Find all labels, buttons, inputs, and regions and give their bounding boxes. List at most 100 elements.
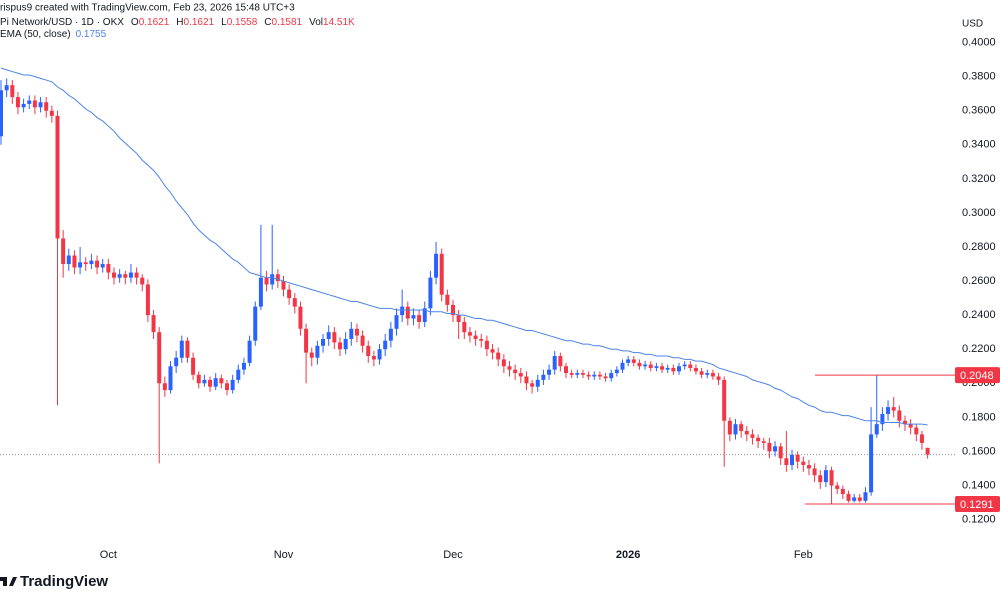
candle-body bbox=[315, 345, 320, 358]
candle-body bbox=[722, 379, 727, 421]
y-tick-label: 0.2200 bbox=[962, 343, 996, 355]
y-tick-label: 0.2400 bbox=[962, 309, 996, 321]
y-tick-label: 0.4000 bbox=[962, 36, 996, 48]
candle-body bbox=[919, 434, 924, 443]
candle-body bbox=[321, 338, 326, 346]
candle-body bbox=[112, 272, 116, 278]
candle-body bbox=[78, 262, 83, 268]
level-tag bbox=[955, 496, 1000, 513]
y-tick-label: 0.1200 bbox=[962, 513, 996, 525]
candle-body bbox=[445, 294, 450, 305]
candle-body bbox=[564, 366, 568, 374]
candle-body bbox=[818, 475, 823, 483]
candle-body bbox=[660, 366, 665, 370]
candle-body bbox=[609, 373, 614, 379]
candle-body bbox=[100, 264, 105, 268]
candle-body bbox=[247, 340, 252, 363]
candle-body bbox=[840, 488, 845, 495]
candle-body bbox=[654, 366, 659, 368]
candle-body bbox=[524, 376, 529, 384]
candle-body bbox=[665, 367, 670, 370]
legend-key: C bbox=[264, 17, 271, 28]
candle-body bbox=[648, 364, 653, 368]
candle-body bbox=[744, 430, 749, 435]
candle-body bbox=[174, 357, 179, 367]
candle-body bbox=[332, 332, 337, 343]
candle-body bbox=[292, 298, 297, 307]
candle-body bbox=[507, 366, 512, 370]
candle-body bbox=[863, 492, 868, 501]
candle-body bbox=[191, 357, 196, 375]
candle-body bbox=[309, 352, 314, 358]
candle-body bbox=[518, 373, 523, 377]
candle-body bbox=[264, 277, 269, 285]
candle-body bbox=[66, 255, 71, 265]
candle-body bbox=[270, 274, 275, 285]
candle-body bbox=[236, 369, 241, 380]
candle-body bbox=[852, 497, 857, 501]
candle-body bbox=[812, 468, 817, 476]
candle-body bbox=[671, 367, 676, 372]
level-label: 0.2048 bbox=[960, 370, 994, 382]
candle-body bbox=[541, 374, 546, 380]
legend-key: Vol bbox=[309, 17, 323, 28]
candle-body bbox=[575, 373, 580, 375]
x-tick-label: 2026 bbox=[616, 549, 640, 561]
candle-body bbox=[727, 420, 732, 435]
candle-body bbox=[326, 332, 331, 339]
candle-body bbox=[145, 284, 150, 316]
candle-body bbox=[360, 335, 365, 346]
candle-body bbox=[620, 362, 625, 370]
candle-body bbox=[377, 349, 382, 360]
candle-body bbox=[185, 340, 190, 358]
candle-body bbox=[462, 321, 467, 333]
candle-body bbox=[400, 306, 405, 316]
candle-body bbox=[479, 338, 484, 341]
legend-value: 14.51K bbox=[323, 17, 355, 28]
y-tick-label: 0.3600 bbox=[962, 105, 996, 117]
candle-body bbox=[439, 253, 444, 295]
x-tick-label: Nov bbox=[274, 549, 294, 561]
candle-body bbox=[179, 340, 184, 358]
candle-body bbox=[699, 371, 704, 375]
candle-body bbox=[710, 373, 715, 377]
candle-body bbox=[287, 289, 292, 299]
legend-key: H bbox=[176, 17, 183, 28]
candle-body bbox=[496, 352, 501, 360]
ema-legend: EMA (50, close) 0.1755 bbox=[0, 29, 107, 40]
candle-body bbox=[756, 437, 761, 442]
candle-body bbox=[38, 102, 43, 108]
candle-body bbox=[784, 458, 789, 466]
currency: USD bbox=[962, 19, 983, 30]
candle-body bbox=[140, 277, 145, 285]
candle-body bbox=[168, 366, 173, 391]
candle-body bbox=[643, 364, 648, 367]
candle-body bbox=[208, 379, 213, 387]
candle-body bbox=[790, 454, 794, 466]
candle-body bbox=[61, 238, 66, 265]
candle-body bbox=[603, 376, 608, 379]
candle-body bbox=[371, 356, 376, 360]
candle-body bbox=[886, 407, 891, 414]
candle-body bbox=[693, 367, 698, 372]
candle-body bbox=[394, 315, 399, 329]
legend-value: 0.1581 bbox=[272, 17, 303, 28]
candle-body bbox=[778, 446, 783, 459]
candle-body bbox=[434, 253, 439, 278]
candle-body bbox=[874, 424, 879, 435]
candle-body bbox=[750, 434, 755, 438]
candle-body bbox=[128, 272, 133, 278]
y-tick-label: 0.2600 bbox=[962, 275, 996, 287]
legend-key: O bbox=[131, 17, 139, 28]
x-tick-label: Oct bbox=[100, 549, 117, 561]
y-tick-label: 0.2800 bbox=[962, 241, 996, 253]
candle-body bbox=[846, 494, 851, 501]
level-label: 0.1291 bbox=[960, 499, 994, 511]
candle-body bbox=[733, 424, 738, 435]
candle-body bbox=[580, 373, 585, 375]
candle-body bbox=[484, 340, 489, 350]
candle-body bbox=[705, 373, 710, 375]
candle-body bbox=[202, 379, 207, 384]
candle-body bbox=[677, 366, 681, 372]
